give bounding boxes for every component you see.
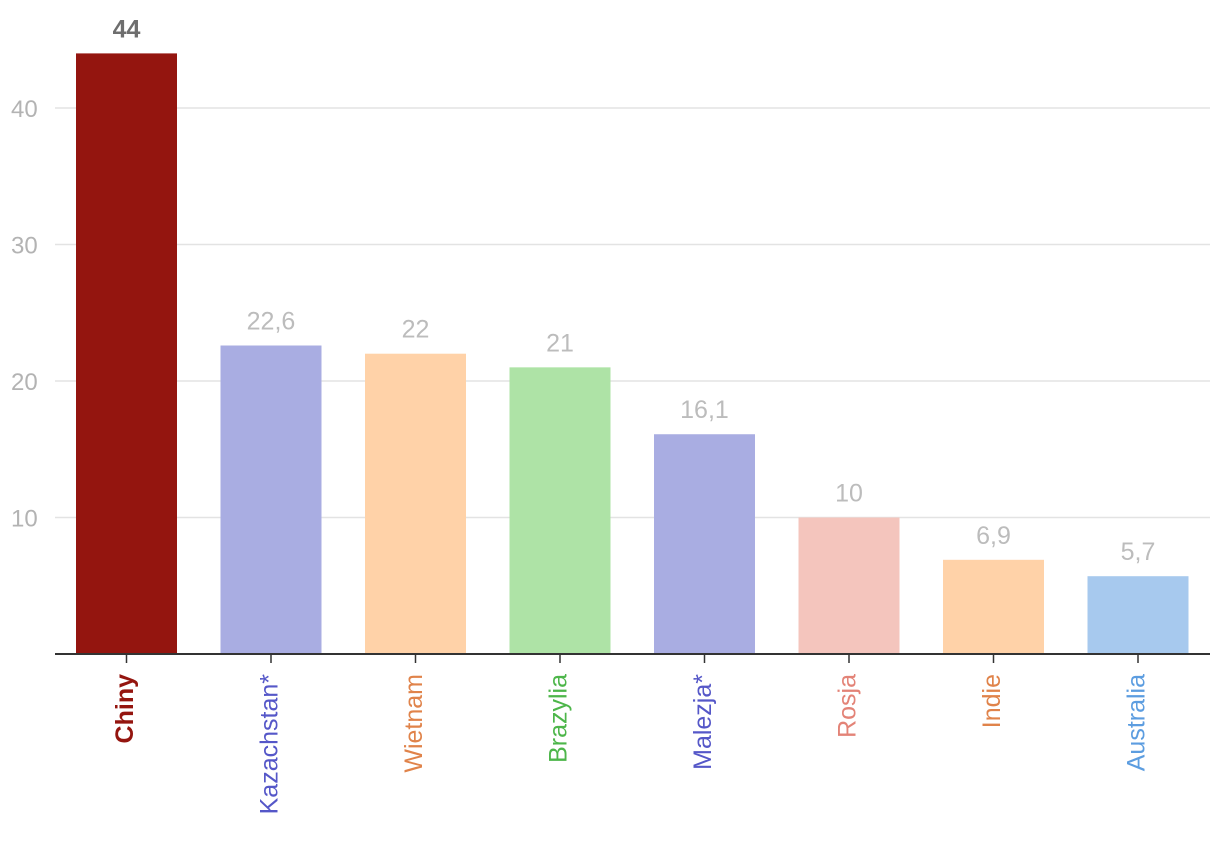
value-label: 10: [835, 480, 863, 508]
bar: [1087, 576, 1189, 654]
y-tick-label: 30: [11, 233, 38, 260]
x-tick-label: Chiny: [111, 674, 139, 744]
y-axis-ticks: 10 20 30 40: [11, 96, 38, 533]
value-label: 5,7: [1121, 538, 1156, 566]
x-axis-ticks: [125, 654, 1139, 663]
y-tick-label: 40: [11, 96, 38, 123]
bar: [654, 434, 755, 654]
value-label: 6,9: [976, 522, 1011, 550]
bar: [943, 559, 1044, 654]
x-tick-label: Kazachstan*: [256, 674, 284, 815]
bar: [798, 517, 900, 654]
y-tick-label: 20: [11, 369, 38, 396]
bar: [509, 367, 611, 654]
x-tick-label: Indie: [978, 674, 1006, 728]
value-label: 16,1: [680, 396, 729, 424]
x-tick-label: Australia: [1123, 674, 1151, 771]
x-tick-label: Wietnam: [400, 674, 428, 773]
x-tick-label: Malezja*: [689, 674, 717, 770]
value-label: 44: [113, 15, 141, 43]
y-tick-label: 10: [11, 506, 38, 533]
bars: [76, 53, 1189, 654]
value-label: 21: [546, 329, 574, 357]
bar: [76, 53, 177, 654]
x-tick-label: Rosja: [834, 674, 862, 738]
bar: [220, 345, 322, 654]
value-label: 22,6: [247, 308, 296, 336]
x-axis-labels: Chiny Kazachstan* Wietnam Brazylia Malezja* R…: [111, 674, 1151, 815]
x-tick-label: Brazylia: [545, 674, 573, 763]
value-labels: 44 22,6 22 21 16,1 10 6,9 5,7: [113, 15, 1156, 566]
value-label: 22: [402, 316, 430, 344]
bar: [365, 353, 466, 654]
